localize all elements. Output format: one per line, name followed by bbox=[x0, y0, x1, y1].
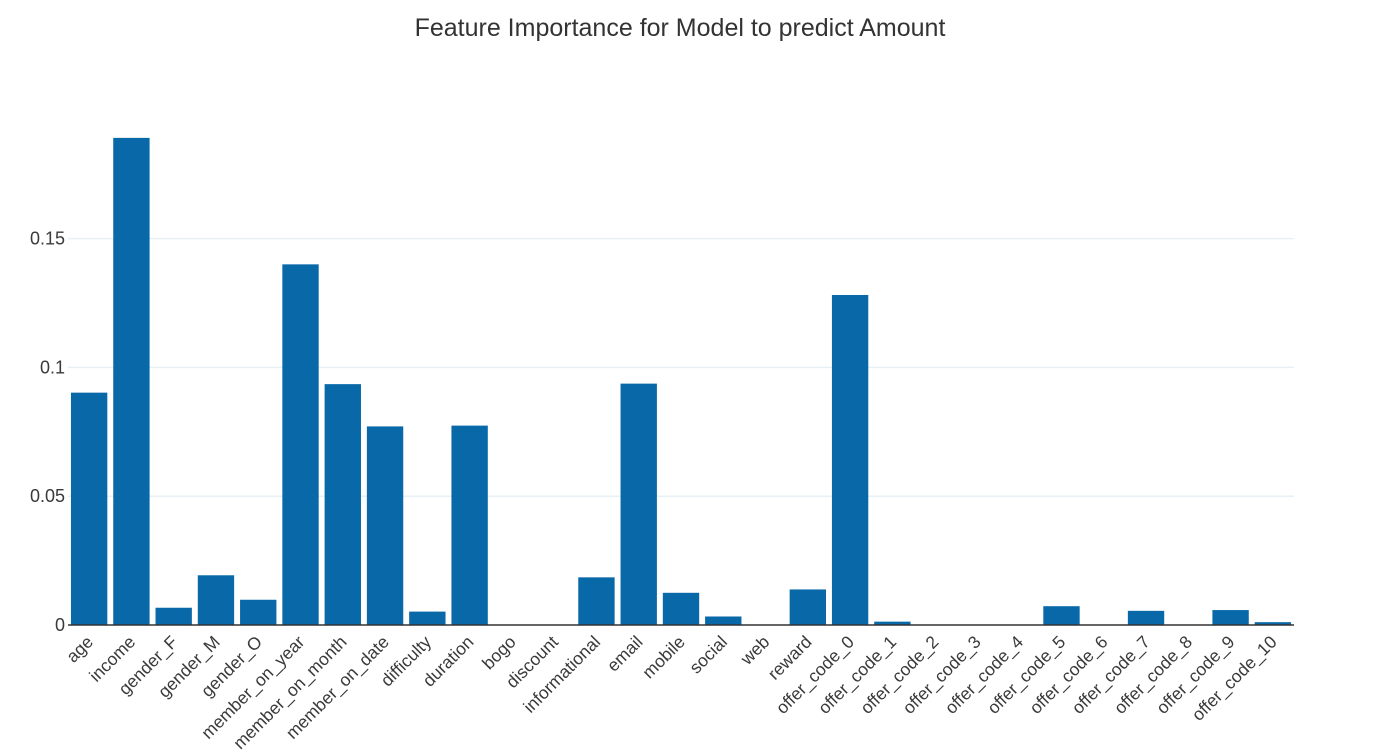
bar-mobile bbox=[662, 592, 700, 625]
bar-offer-code-1 bbox=[874, 621, 911, 625]
bar-member-on-date bbox=[366, 426, 404, 625]
bar-age bbox=[70, 392, 108, 625]
y-tick-label: 0.1 bbox=[40, 357, 65, 377]
bar-gender-M bbox=[197, 575, 235, 625]
bar-gender-F bbox=[155, 607, 192, 625]
x-tick-label: age bbox=[62, 632, 97, 667]
x-tick-label: mobile bbox=[638, 632, 689, 683]
bar-offer-code-5 bbox=[1043, 606, 1080, 625]
bar-reward bbox=[789, 589, 827, 625]
bar-member-on-month bbox=[324, 384, 361, 625]
x-tick-label: social bbox=[685, 632, 731, 678]
y-tick-label: 0.05 bbox=[30, 486, 65, 506]
bar-offer-code-7 bbox=[1127, 610, 1165, 625]
x-tick-label: web bbox=[736, 632, 774, 670]
bar-offer-code-0 bbox=[831, 295, 869, 625]
bar-social bbox=[705, 616, 742, 625]
bar-income bbox=[113, 137, 150, 625]
y-tick-label: 0 bbox=[55, 615, 65, 635]
bar-informational bbox=[578, 577, 615, 625]
bar-difficulty bbox=[409, 611, 446, 625]
bar-gender-O bbox=[240, 599, 277, 625]
bar-email bbox=[620, 383, 657, 625]
chart-title: Feature Importance for Model to predict … bbox=[414, 14, 946, 42]
bar-duration bbox=[451, 425, 488, 625]
y-tick-label: 0.15 bbox=[30, 229, 65, 249]
bar-offer-code-10 bbox=[1254, 622, 1292, 625]
bar-offer-code-9 bbox=[1212, 610, 1249, 625]
bar-member-on-year bbox=[282, 264, 319, 625]
